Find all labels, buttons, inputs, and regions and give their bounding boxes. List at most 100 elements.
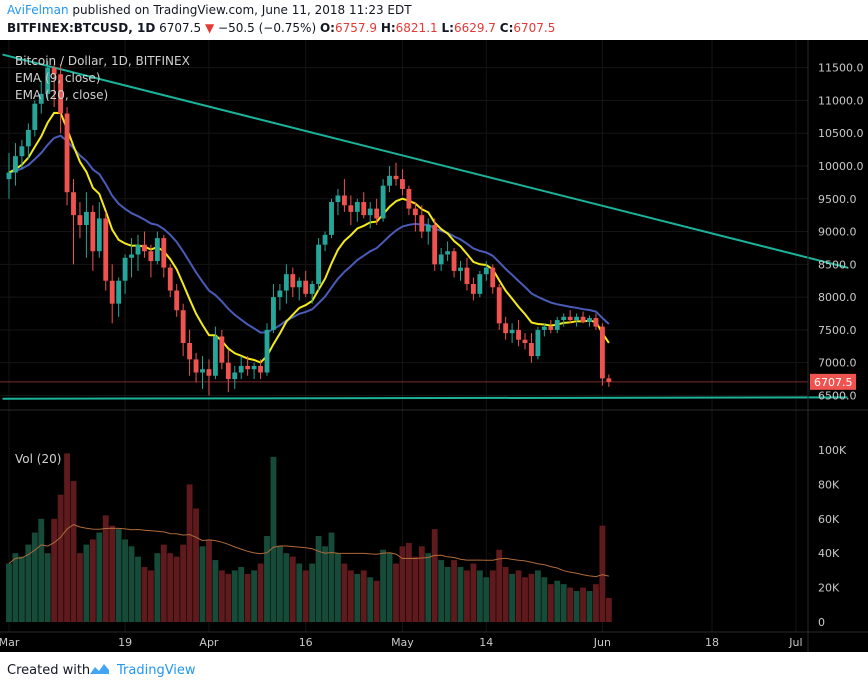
author-link[interactable]: AviFelman (7, 3, 69, 17)
tradingview-cloud-icon[interactable] (86, 661, 112, 677)
volume-bar (51, 518, 58, 622)
candle-body (335, 195, 341, 203)
volume-bar (541, 577, 548, 622)
volume-bar (599, 525, 606, 622)
published-text: published on TradingView.com, June 11, 2… (72, 3, 412, 17)
candle-body (271, 297, 276, 330)
candle-body (187, 343, 193, 360)
price-tick-label: 8000.0 (818, 291, 857, 304)
candle-body (129, 254, 134, 258)
volume-bar (167, 553, 174, 622)
volume-bar (244, 573, 251, 622)
volume-bar (44, 553, 51, 622)
candle-body (425, 225, 431, 232)
volume-legend: Vol (20) (15, 452, 61, 466)
candle-body (561, 316, 567, 321)
volume-bar (128, 546, 135, 622)
candle-body (71, 192, 76, 216)
price-pane (0, 53, 848, 400)
volume-bar (6, 563, 12, 622)
candle-body (593, 318, 599, 327)
time-tick-label: 14 (479, 636, 493, 649)
candle-body (116, 280, 122, 304)
volume-bar (567, 587, 574, 622)
volume-tick-label: 0 (818, 616, 825, 629)
symbol-label: BITFINEX:BTCUSD, 1D (7, 21, 156, 35)
volume-bar (264, 536, 270, 622)
candle-body (90, 211, 96, 252)
candle-body (296, 280, 302, 288)
volume-bar (109, 525, 116, 622)
price-chart[interactable]: 6500.0 7000.0 7500.0 8000.0 8500.0 9000.0 9500… (0, 40, 868, 652)
candle-body (219, 336, 225, 363)
candle-body (445, 251, 451, 255)
candle-body (554, 320, 560, 330)
volume-bar (141, 566, 148, 622)
candle-body (206, 369, 212, 376)
volume-bar (199, 546, 206, 622)
candle-body (509, 329, 515, 334)
candle-body (387, 175, 392, 186)
volume-bar (96, 532, 103, 622)
candle-body (238, 365, 244, 373)
candle-body (567, 316, 573, 321)
candle-body (432, 225, 438, 265)
candle-body (193, 359, 199, 373)
candle-body (548, 326, 554, 330)
volume-tick-label: 60K (818, 513, 840, 526)
ema-20-line (8, 134, 610, 334)
candle-body (451, 251, 457, 271)
candle-body (232, 372, 238, 380)
volume-bar (373, 580, 380, 622)
candle-body (406, 188, 412, 209)
volume-bar (25, 544, 32, 622)
volume-bar (380, 549, 387, 622)
tradingview-brand-link[interactable]: TradingView (117, 663, 196, 678)
volume-bar (276, 546, 283, 622)
volume-bar (83, 544, 90, 622)
candle-body (19, 146, 25, 157)
volume-bar (418, 546, 425, 622)
candle-body (303, 280, 309, 294)
volume-bar (31, 532, 38, 622)
price-tick-label: 9500.0 (818, 193, 857, 206)
low-label: L: (441, 21, 454, 35)
volume-tick-label: 100K (818, 444, 847, 457)
volume-bar (212, 560, 219, 622)
ema-slow-legend: EMA (20, close) (15, 88, 108, 102)
volume-bar (160, 544, 167, 622)
price-tick-label: 6500.0 (818, 389, 857, 402)
volume-bar (89, 539, 96, 622)
volume-bar (302, 570, 309, 622)
volume-bar (70, 480, 77, 622)
candle-body (348, 205, 354, 212)
trendline (2, 53, 848, 269)
candle-body (142, 244, 147, 252)
volume-bar (464, 570, 470, 622)
volume-bar (367, 577, 374, 622)
volume-axis[interactable]: 0 20K 40K 60K 80K 100K (818, 444, 847, 629)
volume-bar (431, 529, 438, 622)
grid-lines (0, 40, 808, 632)
volume-bar (528, 573, 535, 622)
volume-bar (470, 563, 477, 622)
time-tick-label: 16 (299, 636, 313, 649)
volume-bar (573, 591, 580, 622)
volume-bar (547, 584, 554, 622)
volume-bar (496, 549, 503, 622)
price-tick-label: 8500.0 (818, 258, 857, 271)
candle-body (283, 274, 289, 291)
price-axis[interactable]: 6500.0 7000.0 7500.0 8000.0 8500.0 9000.0 9500… (810, 62, 864, 403)
time-tick-label: Apr (199, 636, 219, 649)
symbol-title: Bitcoin / Dollar, 1D, BITFINEX (15, 54, 190, 68)
volume-bar (580, 587, 586, 622)
candle-body (6, 172, 12, 180)
candle-body (322, 234, 328, 245)
volume-bar (586, 591, 593, 622)
volume-bar (135, 556, 141, 622)
volume-bar (425, 553, 432, 622)
time-axis[interactable]: Mar 19 Apr 16 May 14 Jun 18 Jul (0, 636, 803, 649)
volume-bar (238, 566, 245, 622)
volume-tick-label: 80K (818, 478, 840, 491)
volume-bar (605, 597, 612, 622)
